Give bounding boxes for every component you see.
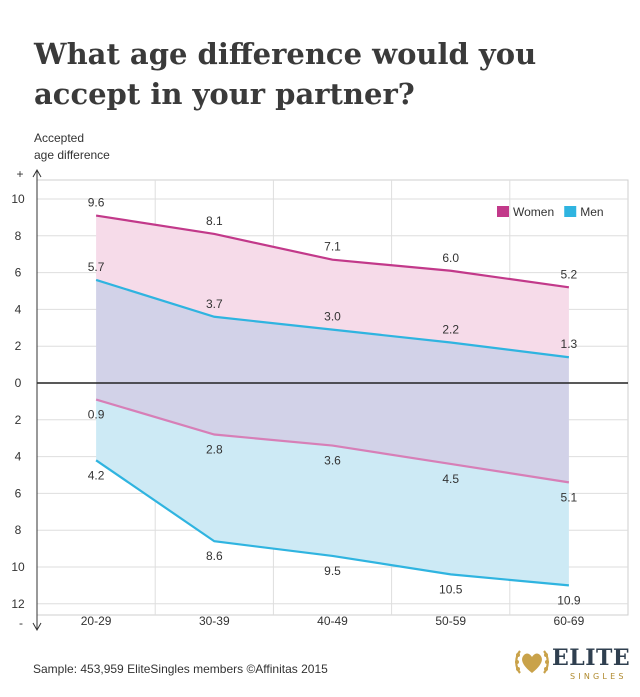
x-tick-label: 20-29	[81, 614, 112, 628]
y-tick-label: 4	[15, 302, 22, 316]
y-tick-label: 8	[15, 523, 22, 537]
y-tick-label: 10	[11, 560, 25, 574]
data-label: 10.5	[439, 582, 463, 596]
data-label: 4.5	[442, 472, 459, 486]
y-tick-label: 10	[11, 192, 25, 206]
men-younger-band	[96, 399, 569, 586]
y-tick-label: 0	[15, 376, 22, 390]
logo-wordmark: ELITE	[552, 645, 631, 671]
data-label: 2.2	[442, 323, 459, 337]
data-label: 9.6	[88, 196, 105, 210]
y-tick-label: 12	[11, 597, 25, 611]
data-label: 3.0	[324, 310, 341, 324]
legend-label-men: Men	[580, 205, 603, 219]
y-axis-arrow-down	[32, 622, 42, 632]
sample-footnote: Sample: 453,959 EliteSingles members ©Af…	[33, 662, 328, 676]
data-label: 5.1	[561, 490, 578, 504]
y-tick-label: 8	[15, 229, 22, 243]
legend-swatch-women	[497, 206, 509, 217]
data-label: 9.5	[324, 564, 341, 578]
data-label: 3.6	[324, 454, 341, 468]
data-label: 6.0	[442, 251, 459, 265]
age-difference-chart: 10 8 6 4 2 0 2 4 6 8 10 12 + - 9.6 8.1 7.1 6.0 5.2 5.7 3.7 3.…	[11, 167, 629, 632]
y-tick-label: 2	[15, 339, 22, 353]
legend-swatch-men	[564, 206, 577, 217]
page-title: What age difference would you accept in …	[34, 37, 537, 111]
data-label: 3.7	[206, 297, 223, 311]
logo-subtitle: SINGLES	[570, 672, 627, 681]
y-axis-minus-marker: -	[19, 616, 23, 630]
series-line-men-younger	[95, 459, 570, 587]
data-label: 5.2	[561, 267, 578, 281]
data-label: 8.1	[206, 214, 223, 228]
data-label: 4.2	[88, 468, 105, 482]
x-tick-label: 60-69	[554, 614, 585, 628]
data-label: 5.7	[88, 260, 105, 274]
x-tick-label: 30-39	[199, 614, 230, 628]
overlap-band	[96, 279, 569, 483]
y-axis-arrow-up	[32, 168, 42, 178]
x-tick-label: 40-49	[317, 614, 348, 628]
y-tick-label: 2	[15, 413, 22, 427]
y-tick-label: 4	[15, 450, 22, 464]
data-label: 7.1	[324, 240, 341, 254]
data-label: 10.9	[557, 593, 581, 607]
series-line-men-older	[95, 278, 570, 359]
y-axis-label: Accepted age difference	[34, 131, 110, 162]
y-axis-plus-marker: +	[16, 167, 23, 181]
legend-label-women: Women	[513, 205, 554, 219]
data-label: 0.9	[88, 408, 105, 422]
x-tick-label: 50-59	[435, 614, 466, 628]
data-label: 8.6	[206, 549, 223, 563]
series-line-women-older	[95, 214, 570, 289]
women-older-band	[96, 215, 569, 358]
y-tick-label: 6	[15, 266, 22, 280]
series-line-women-younger	[95, 398, 570, 484]
heart-laurel-icon	[515, 650, 549, 674]
y-tick-label: 6	[15, 486, 22, 500]
data-label: 1.3	[561, 337, 578, 351]
data-label: 2.8	[206, 443, 223, 457]
elitesingles-logo: ELITE SINGLES	[512, 643, 632, 687]
